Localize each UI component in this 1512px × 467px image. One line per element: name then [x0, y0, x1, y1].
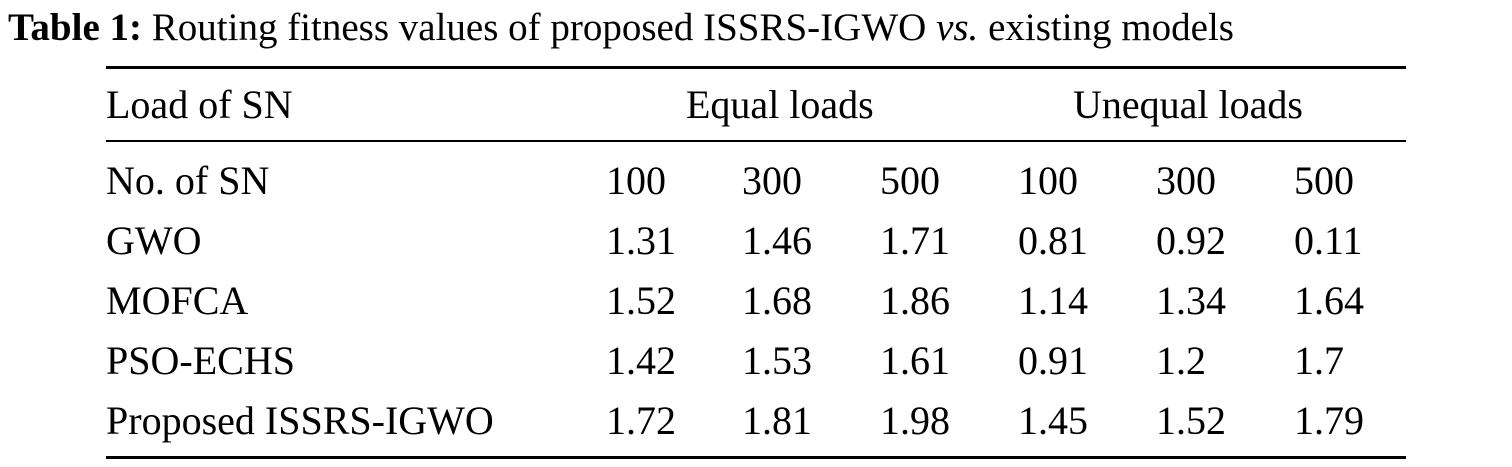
table-cell: 100: [606, 158, 666, 203]
row-label: Proposed ISSRS-IGWO: [106, 398, 494, 443]
table-top-rule: [106, 66, 1406, 69]
table-cell: 500: [1294, 158, 1354, 203]
table-cell: 1.2: [1156, 338, 1206, 383]
header-row-label: Load of SN: [106, 82, 293, 127]
table-row: GWO 1.31 1.46 1.71 0.81 0.92 0.11: [106, 216, 1406, 274]
table-cell: 1.61: [880, 338, 950, 383]
table-cell: 1.53: [742, 338, 812, 383]
caption-text-end: existing models: [988, 6, 1234, 49]
row-label: No. of SN: [106, 158, 270, 203]
table-bottom-rule: [106, 456, 1406, 459]
table-row: PSO-ECHS 1.42 1.53 1.61 0.91 1.2 1.7: [106, 336, 1406, 394]
table-cell: 1.7: [1294, 338, 1344, 383]
table-cell: 1.52: [606, 278, 676, 323]
table-cell: 1.79: [1294, 398, 1364, 443]
caption-label: Table 1:: [8, 6, 143, 49]
table-cell: 1.45: [1018, 398, 1088, 443]
row-label: GWO: [106, 218, 202, 263]
table-cell: 1.46: [742, 218, 812, 263]
table-cell: 1.98: [880, 398, 950, 443]
table-cell: 0.81: [1018, 218, 1088, 263]
table-cell: 1.68: [742, 278, 812, 323]
header-group-unequal-loads: Unequal loads: [1073, 82, 1303, 127]
table-cell: 1.72: [606, 398, 676, 443]
table-cell: 300: [1156, 158, 1216, 203]
caption-italic-text: vs.: [936, 6, 979, 49]
caption-text: Routing fitness values of proposed ISSRS…: [151, 6, 927, 49]
table-row: No. of SN 100 300 500 100 300 500: [106, 156, 1406, 214]
table-caption: Table 1: Routing fitness values of propo…: [8, 2, 1512, 54]
table-cell: 0.92: [1156, 218, 1226, 263]
row-label: PSO-ECHS: [106, 338, 295, 383]
table-cell: 1.64: [1294, 278, 1364, 323]
table-cell: 1.42: [606, 338, 676, 383]
table-cell: 500: [880, 158, 940, 203]
table-row: MOFCA 1.52 1.68 1.86 1.14 1.34 1.64: [106, 276, 1406, 334]
header-group-equal-loads: Equal loads: [686, 82, 874, 127]
table-cell: 0.11: [1294, 218, 1363, 263]
table-cell: 0.91: [1018, 338, 1088, 383]
table-cell: 1.31: [606, 218, 676, 263]
row-label: MOFCA: [106, 278, 249, 323]
table-cell: 1.86: [880, 278, 950, 323]
table-cell: 1.14: [1018, 278, 1088, 323]
table-cell: 100: [1018, 158, 1078, 203]
table-cell: 1.81: [742, 398, 812, 443]
table-cell: 300: [742, 158, 802, 203]
table-cell: 1.52: [1156, 398, 1226, 443]
table-header-rule: [106, 140, 1406, 142]
table-cell: 1.34: [1156, 278, 1226, 323]
table-row: Proposed ISSRS-IGWO 1.72 1.81 1.98 1.45 …: [106, 396, 1406, 454]
table-cell: 1.71: [880, 218, 950, 263]
